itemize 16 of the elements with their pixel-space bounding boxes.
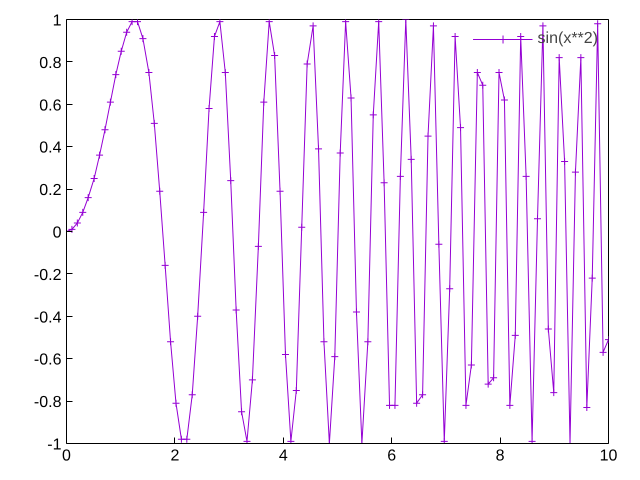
x-tick-label: 6 <box>387 448 396 464</box>
y-tick-label: -0.8 <box>34 394 62 412</box>
y-tick-label: 0.4 <box>39 140 62 157</box>
x-tick-label: 2 <box>170 448 180 464</box>
y-tick-label: 1 <box>52 12 62 30</box>
y-tick-label: -0.6 <box>34 352 62 369</box>
y-tick-label: -0.2 <box>34 266 62 284</box>
x-tick-label: 10 <box>600 448 618 464</box>
y-tick-label: 0.2 <box>39 182 62 200</box>
y-tick-label: -1 <box>47 436 62 454</box>
x-tick-label: 8 <box>496 448 505 464</box>
x-tick-label: 4 <box>278 448 288 464</box>
y-tick-label: -0.4 <box>34 309 62 326</box>
y-tick-label: 0 <box>52 224 62 242</box>
y-tick-label: 0.6 <box>39 97 62 114</box>
y-tick-label: 0.8 <box>39 54 62 72</box>
